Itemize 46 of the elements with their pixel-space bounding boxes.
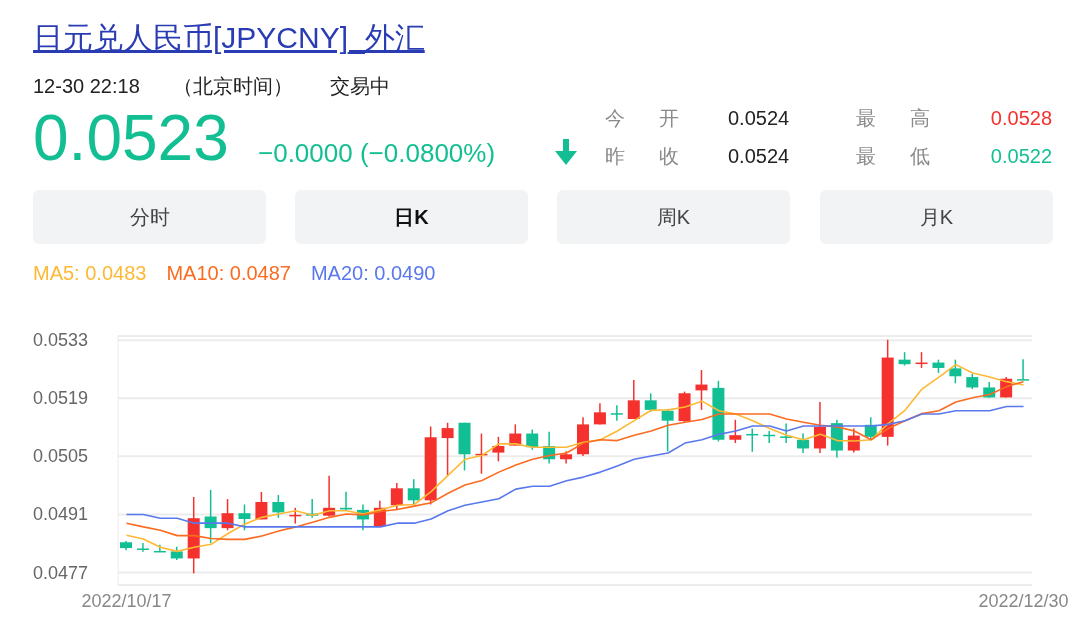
candlestick: [255, 491, 268, 521]
candlestick: [949, 358, 962, 385]
text: −0.0000 (−0.0800%): [258, 138, 496, 170]
candlestick: [813, 401, 826, 454]
chart-title: 日元兑人民币[JPYCNY]_外汇: [33, 20, 425, 56]
y-tick-label: 0.0519: [33, 388, 89, 409]
text: （北京时间）: [173, 74, 293, 98]
y-tick-label: 0.0533: [33, 330, 89, 351]
text: 12-30 22:18: [33, 74, 140, 98]
text: 最 低: [856, 144, 944, 168]
candlestick: [610, 404, 623, 422]
text: 0.0528: [990, 106, 1052, 130]
candlestick: [238, 503, 251, 531]
tab-button: 日K: [295, 190, 528, 244]
y-tick-label: 0.0477: [33, 562, 89, 583]
candlestick: [136, 542, 149, 553]
x-tick-label: 2022/12/30: [978, 591, 1069, 611]
text: MA10: 0.0487: [166, 262, 291, 285]
text: 0.0524: [728, 106, 790, 130]
tab-button: 月K: [820, 190, 1053, 244]
line-series: [125, 405, 1025, 528]
y-tick-label: 0.0505: [33, 446, 89, 467]
candlestick: [627, 379, 640, 420]
tab-button: 分时: [33, 190, 266, 244]
candlestick: [729, 419, 742, 444]
candlestick: [272, 494, 285, 519]
candlestick: [661, 408, 674, 453]
tab-button: 周K: [557, 190, 790, 244]
text: 今 开: [605, 106, 693, 130]
text: MA5: 0.0483: [33, 262, 147, 285]
text: 0.0523: [33, 101, 229, 176]
candlestick: [797, 432, 810, 454]
candlestick: [390, 482, 403, 511]
candlestick: [441, 421, 454, 477]
text: 0.0524: [728, 144, 790, 168]
text: 交易中: [330, 74, 390, 98]
candlestick: [407, 478, 420, 506]
candlestick: [780, 422, 793, 444]
x-tick-label: 2022/10/17: [81, 591, 172, 611]
text: 0.0522: [990, 144, 1052, 168]
text: 最 高: [856, 106, 944, 130]
candlestick: [1017, 358, 1030, 381]
text: 昨 收: [605, 144, 693, 168]
y-tick-label: 0.0491: [33, 504, 89, 525]
candlestick: [492, 436, 505, 463]
text: MA20: 0.0490: [310, 262, 436, 285]
